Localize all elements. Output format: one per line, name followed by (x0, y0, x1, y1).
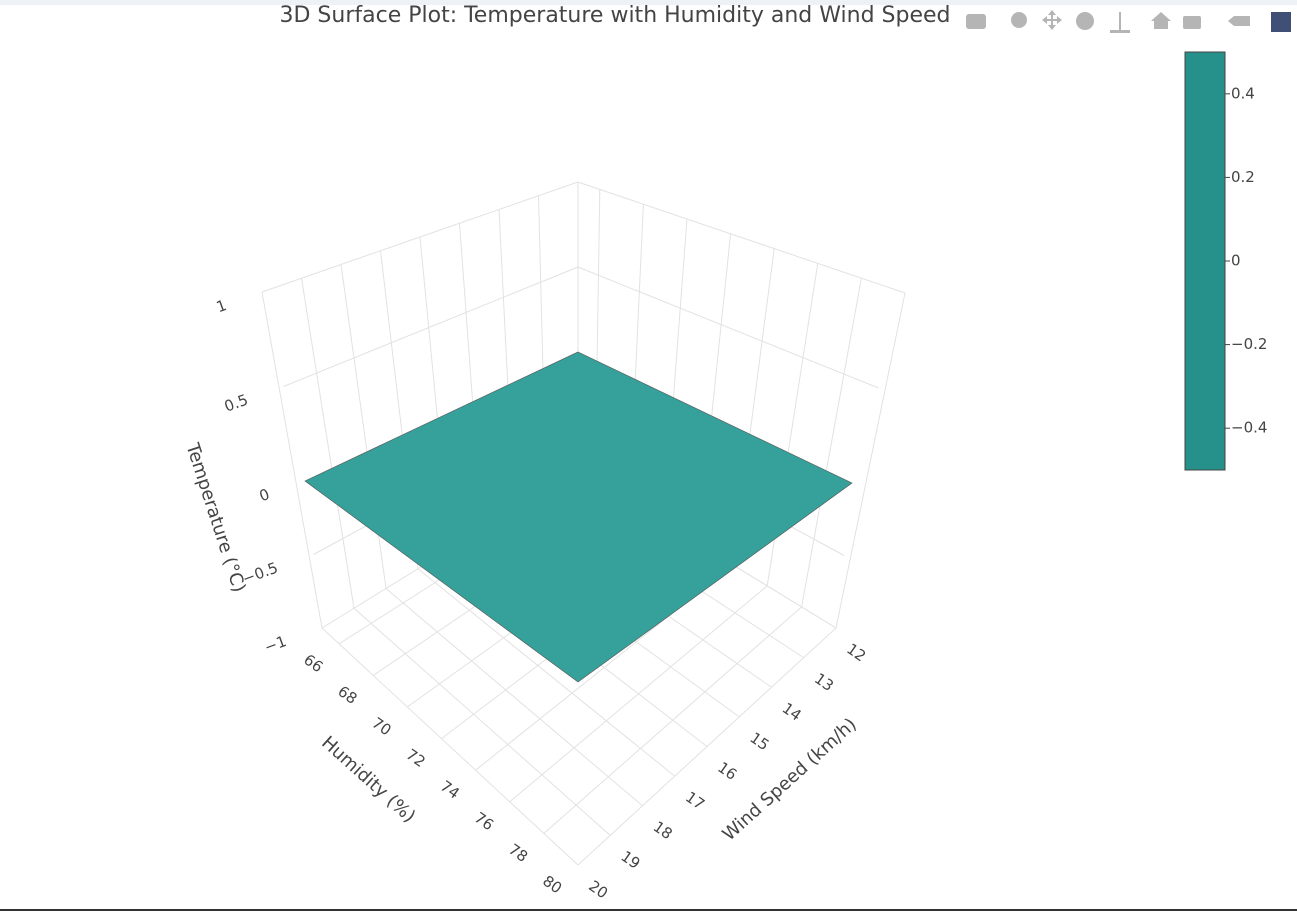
colorbar-tick-label: −0.2 (1231, 335, 1267, 353)
z-tick-label: 0.5 (222, 391, 251, 416)
plotly-logo[interactable] (1271, 12, 1291, 32)
grid-line (261, 181, 579, 293)
y-tick-label: 18 (650, 817, 676, 843)
x-tick-label: 68 (335, 682, 361, 708)
z-tick-label: −1 (262, 632, 289, 656)
orbit-icon[interactable] (1076, 12, 1094, 30)
x-tick-label: 74 (437, 777, 463, 803)
grid-line (385, 588, 643, 807)
top-strip (0, 0, 1297, 5)
surface (304, 351, 853, 683)
y-tick-label: 12 (843, 640, 869, 666)
x-tick-label: 76 (471, 809, 497, 835)
z-axis-title: Temperature (°C) (181, 440, 249, 595)
chart-title: 3D Surface Plot: Temperature with Humidi… (280, 3, 951, 28)
grid-line (417, 568, 676, 777)
camera-icon[interactable] (966, 14, 986, 29)
colorbar-tick-label: 0.4 (1231, 84, 1255, 102)
y-tick-label: 15 (747, 729, 773, 755)
x-tick-label: 80 (539, 872, 565, 898)
grid-line (353, 607, 611, 836)
y-tick-label: 19 (618, 847, 644, 873)
y-tick-label: 16 (714, 758, 740, 784)
x-tick-label: 78 (505, 840, 531, 866)
home-icon[interactable] (1151, 12, 1171, 29)
x-tick-label: 72 (403, 745, 429, 771)
x-tick-label: 66 (300, 651, 326, 677)
y-tick-label: 13 (811, 669, 837, 695)
grid-line (340, 264, 387, 589)
grid-line (577, 266, 879, 389)
x-tick-label: 70 (369, 714, 395, 740)
grid-line (283, 266, 579, 387)
grid-line (261, 291, 323, 629)
hover-icon[interactable] (1228, 16, 1250, 26)
y-axis-title: Wind Speed (km/h) (719, 714, 861, 845)
z-tick-label: 1 (214, 296, 229, 316)
z-tick-label: 0 (257, 485, 272, 505)
grid-line (801, 278, 862, 608)
y-tick-label: 17 (682, 788, 708, 814)
zoom-icon[interactable] (1011, 12, 1027, 28)
camera-reset-icon[interactable] (1183, 16, 1201, 29)
y-tick-label: 14 (779, 699, 805, 725)
turntable-icon[interactable] (1110, 12, 1130, 33)
grid-line (577, 181, 906, 294)
y-tick-label: 20 (585, 877, 611, 903)
colorbar-tick-label: 0.2 (1231, 168, 1255, 186)
colorbar-tick-label: −0.4 (1231, 419, 1267, 437)
grid-line (321, 627, 579, 866)
modebar (966, 10, 1291, 33)
grid-line (835, 292, 906, 629)
pan-icon[interactable] (1042, 10, 1062, 30)
colorbar (1184, 51, 1226, 471)
x-axis-title: Humidity (%) (317, 732, 419, 827)
colorbar-tick-label: 0 (1231, 252, 1241, 270)
grid-line (301, 278, 355, 609)
